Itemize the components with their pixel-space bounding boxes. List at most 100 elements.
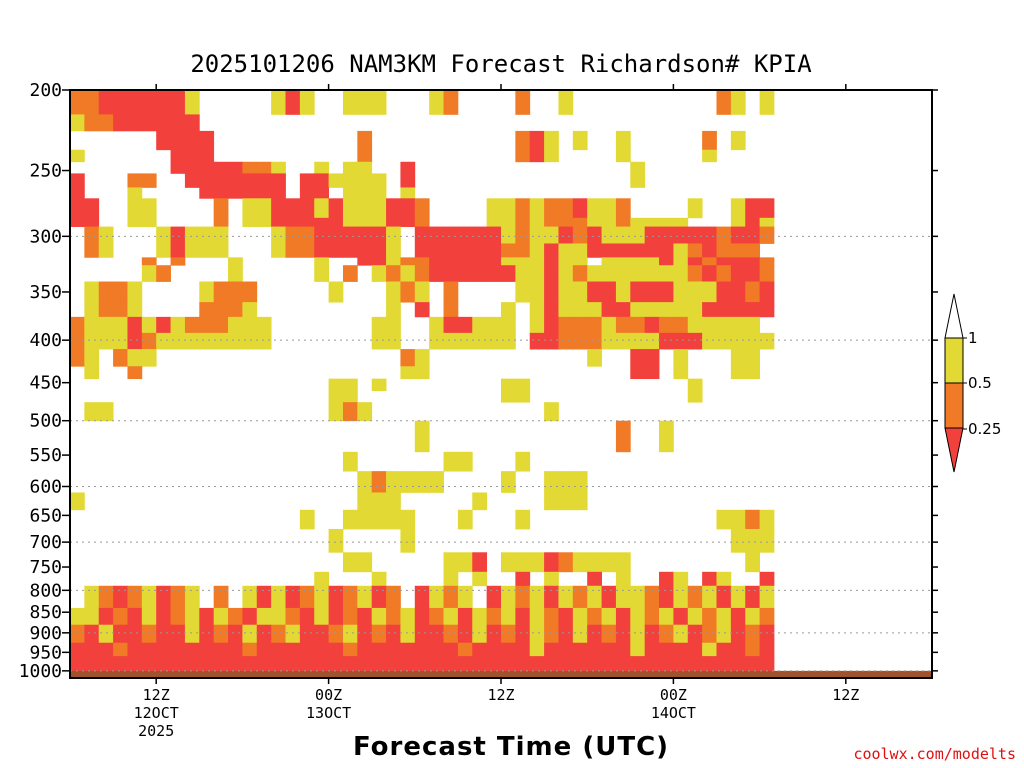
heatmap-cell [486,265,502,282]
heatmap-cell [644,226,660,244]
heatmap-cell [184,243,200,258]
heatmap-cell [572,130,588,151]
heatmap-cell [429,624,444,644]
heatmap-cell [558,257,574,266]
heatmap-cell [615,217,631,227]
heatmap-cell [587,624,602,644]
heatmap-cell [328,642,344,657]
heatmap-cell [544,624,559,644]
heatmap-cell [515,624,531,644]
heatmap-cell [544,571,559,587]
heatmap-cell [486,257,502,266]
heatmap-cell [501,642,516,657]
heatmap-cell [687,585,703,609]
heatmap-cell [357,226,373,244]
heatmap-cell [572,656,588,672]
heatmap-cell [98,90,114,115]
heatmap-cell [443,316,459,334]
heatmap-cell [730,585,746,609]
heatmap-cell [587,571,602,587]
heatmap-cell [702,281,717,303]
heatmap-cell [716,265,732,282]
heatmap-cell [271,226,286,244]
heatmap-cell [501,585,516,609]
y-tick-label: 650 [29,505,62,526]
heatmap-cell [443,571,459,587]
heatmap-cell [342,243,358,258]
heatmap-cell [285,243,301,258]
heatmap-cell [730,265,746,282]
heatmap-cell [472,257,488,266]
heatmap-cell [98,585,114,609]
heatmap-cell [687,243,703,258]
heatmap-cell [529,642,545,657]
heatmap-cell [213,281,229,303]
heatmap-cell [702,265,717,282]
heatmap-cell [529,316,545,334]
credit-link[interactable]: coolwx.com/modelts [853,745,1016,763]
heatmap-cell [702,226,717,244]
heatmap-cell [70,607,85,626]
heatmap-cell [98,114,114,132]
heatmap-cell [501,265,516,282]
heatmap-cell [601,316,617,334]
heatmap-cell [199,302,215,318]
heatmap-cell [328,585,344,609]
heatmap-cell [328,607,344,626]
heatmap-cell [759,585,775,609]
heatmap-cell [659,243,674,258]
heatmap-cell [242,624,258,644]
heatmap-cell [328,198,344,219]
heatmap-cell [745,509,760,530]
heatmap-cell [141,257,157,266]
y-tick-label: 250 [29,161,62,182]
heatmap-cell [544,332,559,350]
colorbar-arrow-bottom [944,427,964,473]
heatmap-cell [127,217,143,227]
heatmap-cell [127,366,143,380]
heatmap-cell [730,332,746,350]
heatmap-cell [558,656,574,672]
heatmap-cell [759,198,775,219]
heatmap-cell [558,642,574,657]
heatmap-cell [730,642,746,657]
heatmap-cell [386,509,401,530]
heatmap-cell [702,257,717,266]
x-axis-label: Forecast Time (UTC) [352,732,670,762]
heatmap-cell [127,349,143,367]
heatmap-cell [414,198,430,219]
heatmap-cell [84,332,100,350]
heatmap-cell [84,349,100,367]
heatmap-cell [587,656,602,672]
heatmap-cell [328,529,344,553]
heatmap-cell [443,90,459,115]
heatmap-cell [529,226,545,244]
y-tick-label: 600 [29,476,62,497]
heatmap-cell [98,302,114,318]
heatmap-cell [342,217,358,227]
heatmap-cell [730,366,746,380]
heatmap-cell [113,332,128,350]
heatmap-cell [615,552,631,573]
heatmap-cell [170,332,186,350]
heatmap-cell [285,624,301,644]
heatmap-cell [501,332,516,350]
heatmap-cell [759,332,775,350]
heatmap-cell [544,471,559,493]
heatmap-cell [271,161,286,174]
heatmap-cell [472,243,488,258]
heatmap-cell [716,332,732,350]
heatmap-cell [730,257,746,266]
heatmap-cell [70,217,85,227]
heatmap-cell [457,509,473,530]
heatmap-cell [70,198,85,219]
heatmap-cell [184,607,200,626]
heatmap-cell [156,265,171,282]
heatmap-cell [558,302,574,318]
heatmap-cell [659,607,674,626]
heatmap-cell [156,585,171,609]
heatmap-cell [314,161,329,174]
heatmap-cell [716,281,732,303]
heatmap-cell [314,265,329,282]
heatmap-cell [357,149,373,163]
